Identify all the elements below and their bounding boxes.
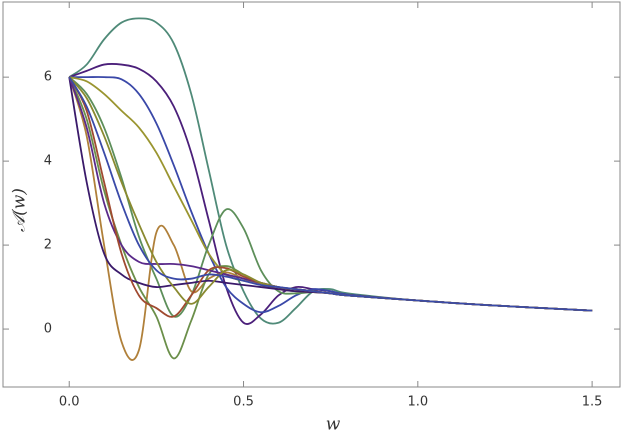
x-tick-label: 0.0 (59, 395, 80, 410)
x-tick-label: 0.5 (233, 395, 254, 410)
y-tick-label: 0 (44, 322, 52, 337)
y-tick-label: 6 (44, 70, 52, 85)
series-line (69, 76, 593, 314)
series-line (68, 76, 593, 312)
y-tick-label: 2 (44, 238, 52, 253)
series-line (68, 76, 593, 361)
series-line (68, 76, 593, 312)
series-line (68, 76, 593, 318)
x-axis-label: w (326, 415, 341, 435)
series-line (69, 76, 593, 312)
x-tick-label: 1.0 (407, 395, 428, 410)
y-tick-label: 4 (44, 154, 52, 169)
series-line (68, 76, 593, 312)
series-line (68, 17, 593, 325)
plot-frame (2, 1, 621, 388)
series-line (68, 76, 593, 318)
series-line (68, 76, 593, 360)
y-axis-label: 𝒜(w) (10, 188, 30, 232)
x-tick-label: 1.5 (582, 395, 603, 410)
series-line (68, 77, 593, 312)
